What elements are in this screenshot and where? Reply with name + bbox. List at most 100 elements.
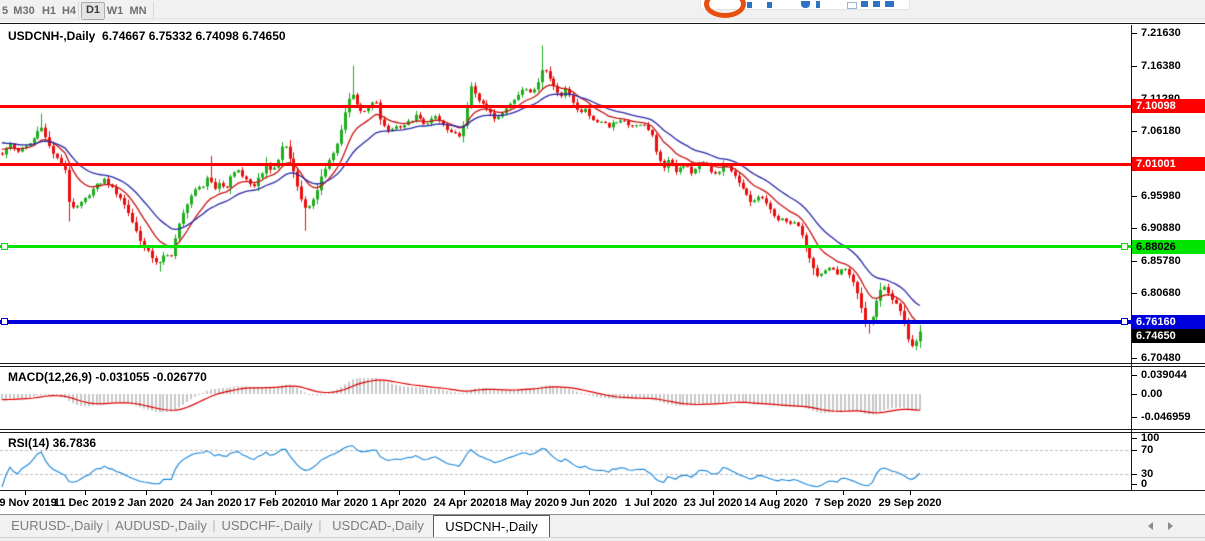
rsi-separator-bottom[interactable] [0, 432, 1205, 433]
horizontal-level-line-7.01001[interactable] [0, 163, 1131, 166]
price-chart-canvas[interactable] [0, 25, 1131, 362]
price-tick-label: 6.70480 [1141, 352, 1181, 364]
macd-tick-label: -0.046959 [1141, 411, 1191, 423]
date-tick-mark [146, 491, 147, 495]
date-tick-mark [776, 491, 777, 495]
price-tick-mark [1132, 131, 1137, 132]
price-tick-mark [1132, 358, 1137, 359]
logo-glyph-icon [801, 1, 810, 8]
symbol-tab-usdchf[interactable]: USDCHF-,Daily [221, 518, 313, 533]
chart-top-border [0, 23, 1205, 24]
date-tick-label: 24 Apr 2020 [433, 497, 495, 509]
toolbar-separator [78, 2, 79, 20]
timeframe-button-h4[interactable]: H4 [61, 5, 77, 17]
status-strip [0, 537, 1205, 541]
current-price-label: 6.74650 [1132, 329, 1205, 343]
symbol-tab-usdcnh[interactable]: USDCNH-,Daily [433, 515, 550, 537]
macd-label: MACD(12,26,9) -0.031055 -0.026770 [8, 370, 207, 384]
symbol-tab-eurusd[interactable]: EURUSD-,Daily [11, 518, 103, 533]
price-tick-label: 6.90880 [1141, 222, 1181, 234]
date-tick-mark [464, 491, 465, 495]
line-drag-handle[interactable] [1121, 318, 1128, 325]
rsi-tick-label: 70 [1141, 444, 1154, 456]
chart-title: USDCNH-,Daily 6.74667 6.75332 6.74098 6.… [8, 29, 286, 43]
timeframe-button-m30[interactable]: M30 [13, 5, 35, 17]
rsi-tick-label: 100 [1141, 432, 1160, 444]
timeframe-button-d1[interactable]: D1 [81, 2, 105, 20]
rsi-indicator-canvas[interactable] [0, 433, 1131, 489]
rsi-separator-top[interactable] [0, 429, 1205, 430]
price-tick-mark [1132, 33, 1137, 34]
price-tick-label: 6.85780 [1141, 255, 1181, 267]
price-level-label: 7.01001 [1132, 157, 1205, 171]
tab-separator: | [318, 518, 322, 533]
timeframe-button-mn[interactable]: MN [129, 5, 147, 17]
date-tick-mark [275, 491, 276, 495]
date-tick-label: 11 Dec 2019 [53, 497, 117, 509]
date-tick-label: 29 Sep 2020 [878, 497, 942, 509]
date-tick-label: 7 Sep 2020 [814, 497, 872, 509]
horizontal-level-line-6.88026[interactable] [0, 245, 1131, 248]
macd-tick-mark [1132, 375, 1137, 376]
price-tick-mark [1132, 228, 1137, 229]
date-tick-mark [85, 491, 86, 495]
date-tick-mark [211, 491, 212, 495]
date-tick-label: 18 May 2020 [494, 497, 560, 509]
date-tick-mark [527, 491, 528, 495]
logo-glyph-icon [767, 2, 772, 8]
price-tick-mark [1132, 66, 1137, 67]
chart-symbol-label: USDCNH-,Daily [8, 29, 96, 43]
logo-glyph-icon [747, 2, 752, 8]
logo-glyph-icon [873, 1, 880, 7]
macd-tick-label: 0.039044 [1141, 369, 1187, 381]
macd-separator-bottom[interactable] [0, 366, 1205, 367]
date-tick-label: 17 Feb 2020 [243, 497, 307, 509]
timeframe-button-5[interactable]: 5 [1, 5, 9, 17]
line-drag-handle[interactable] [1, 243, 8, 250]
rsi-tick-mark [1132, 484, 1137, 485]
date-tick-label: 14 Aug 2020 [744, 497, 808, 509]
date-tick-label: 23 Jul 2020 [683, 497, 743, 509]
symbol-tab-audusd[interactable]: AUDUSD-,Daily [115, 518, 207, 533]
rsi-tick-mark [1132, 474, 1137, 475]
price-axis-divider [1131, 25, 1132, 490]
price-level-label: 6.88026 [1132, 240, 1205, 254]
line-drag-handle[interactable] [1, 318, 8, 325]
price-tick-label: 7.06180 [1141, 125, 1181, 137]
price-tick-label: 7.16380 [1141, 60, 1181, 72]
logo-glyph-icon [861, 1, 868, 7]
horizontal-level-line-6.76160[interactable] [0, 320, 1131, 324]
horizontal-level-line-7.10098[interactable] [0, 105, 1131, 108]
date-tick-mark [713, 491, 714, 495]
macd-indicator-canvas[interactable] [0, 367, 1131, 429]
logo-orange-arc-icon [704, 0, 746, 18]
price-level-label: 7.10098 [1132, 99, 1205, 113]
date-tick-label: 9 Jun 2020 [560, 497, 618, 509]
price-tick-label: 6.95980 [1141, 190, 1181, 202]
date-tick-mark [337, 491, 338, 495]
timeframe-button-h1[interactable]: H1 [41, 5, 57, 17]
macd-separator-top[interactable] [0, 363, 1205, 364]
line-drag-handle[interactable] [1121, 243, 1128, 250]
date-tick-label: 19 Nov 2019 [0, 497, 57, 509]
price-level-label: 6.76160 [1132, 315, 1205, 329]
macd-tick-label: 0.00 [1141, 388, 1163, 400]
tab-scroll-left-icon[interactable] [1148, 522, 1153, 530]
rsi-tick-mark [1132, 438, 1137, 439]
date-tick-label: 10 Mar 2020 [305, 497, 369, 509]
symbol-tab-bar: EURUSD-,Daily AUDUSD-,Daily USDCHF-,Daily U… [0, 514, 1205, 537]
symbol-tab-usdcad[interactable]: USDCAD-,Daily [332, 518, 424, 533]
rsi-tick-mark [1132, 450, 1137, 451]
date-tick-mark [843, 491, 844, 495]
price-tick-mark [1132, 196, 1137, 197]
date-tick-mark [399, 491, 400, 495]
logo-glyph-icon [885, 1, 894, 7]
tab-separator: | [212, 518, 216, 533]
timeframe-button-w1[interactable]: W1 [106, 5, 124, 17]
rsi-tick-label: 30 [1141, 468, 1154, 480]
tab-scroll-right-icon[interactable] [1168, 522, 1173, 530]
chart-ohlc-values: 6.74667 6.75332 6.74098 6.74650 [102, 29, 286, 43]
logo-glyph-icon [816, 1, 820, 8]
logo-glyph-icon [847, 2, 857, 9]
